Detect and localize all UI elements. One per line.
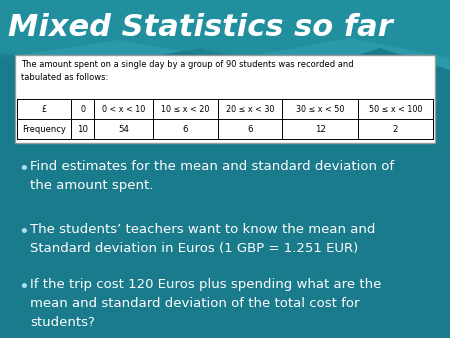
Text: •: • — [18, 278, 29, 296]
Text: Find estimates for the mean and standard deviation of
the amount spent.: Find estimates for the mean and standard… — [30, 160, 394, 192]
Text: •: • — [18, 223, 29, 241]
Text: Mixed Statistics so far: Mixed Statistics so far — [8, 14, 393, 43]
Text: •: • — [18, 160, 29, 178]
Text: 30 ≤ x < 50: 30 ≤ x < 50 — [296, 104, 344, 114]
Text: The amount spent on a single day by a group of 90 students was recorded and
tabu: The amount spent on a single day by a gr… — [21, 60, 354, 81]
Text: £: £ — [42, 104, 47, 114]
Polygon shape — [0, 0, 450, 73]
Polygon shape — [0, 0, 450, 60]
Text: 20 ≤ x < 30: 20 ≤ x < 30 — [226, 104, 274, 114]
Text: If the trip cost 120 Euros plus spending what are the
mean and standard deviatio: If the trip cost 120 Euros plus spending… — [30, 278, 382, 329]
Text: 54: 54 — [118, 124, 129, 134]
Text: 6: 6 — [248, 124, 253, 134]
Text: 6: 6 — [183, 124, 188, 134]
Text: The students’ teachers want to know the mean and
Standard deviation in Euros (1 : The students’ teachers want to know the … — [30, 223, 375, 255]
Text: 10: 10 — [77, 124, 88, 134]
Text: 12: 12 — [315, 124, 326, 134]
Text: 0 < x < 10: 0 < x < 10 — [102, 104, 145, 114]
Text: 50 ≤ x < 100: 50 ≤ x < 100 — [369, 104, 422, 114]
Text: Frequency: Frequency — [22, 124, 66, 134]
Text: 2: 2 — [392, 124, 398, 134]
FancyBboxPatch shape — [15, 55, 435, 143]
Text: 0: 0 — [81, 104, 86, 114]
Text: 10 ≤ x < 20: 10 ≤ x < 20 — [161, 104, 209, 114]
